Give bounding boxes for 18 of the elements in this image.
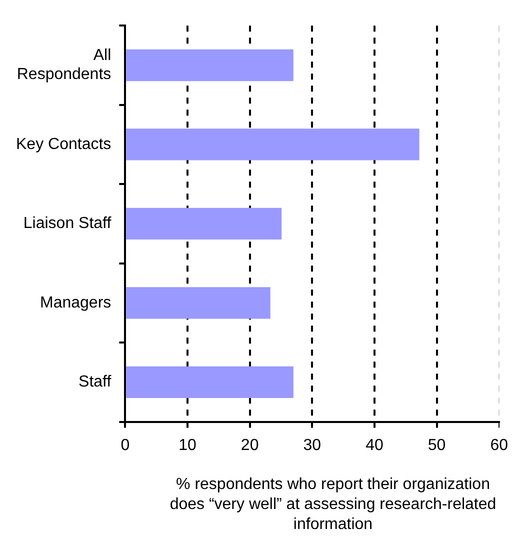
x-tick-label: 60 — [490, 436, 508, 454]
x-tick-label: 40 — [366, 436, 384, 454]
x-tick-label: 10 — [178, 436, 196, 454]
bar — [126, 49, 294, 82]
x-tick-label: 30 — [303, 436, 322, 454]
bar — [126, 287, 270, 319]
bar — [126, 128, 420, 160]
y-tick-label: Staff — [78, 374, 112, 391]
x-axis-title: % respondents who report their organization does “very well” at assessing research-related information — [168, 475, 498, 535]
x-tick-label: 20 — [240, 436, 259, 454]
y-tick-label: Managers — [40, 294, 112, 312]
bar — [126, 366, 294, 398]
y-tick-label: Liaison Staff — [23, 215, 112, 232]
y-tick-label: Key Contacts — [16, 136, 112, 153]
x-tick-label: 50 — [428, 436, 446, 454]
x-tick-label: 0 — [120, 436, 130, 454]
y-tick-label: All Respondents — [16, 47, 112, 84]
bar — [126, 208, 282, 240]
